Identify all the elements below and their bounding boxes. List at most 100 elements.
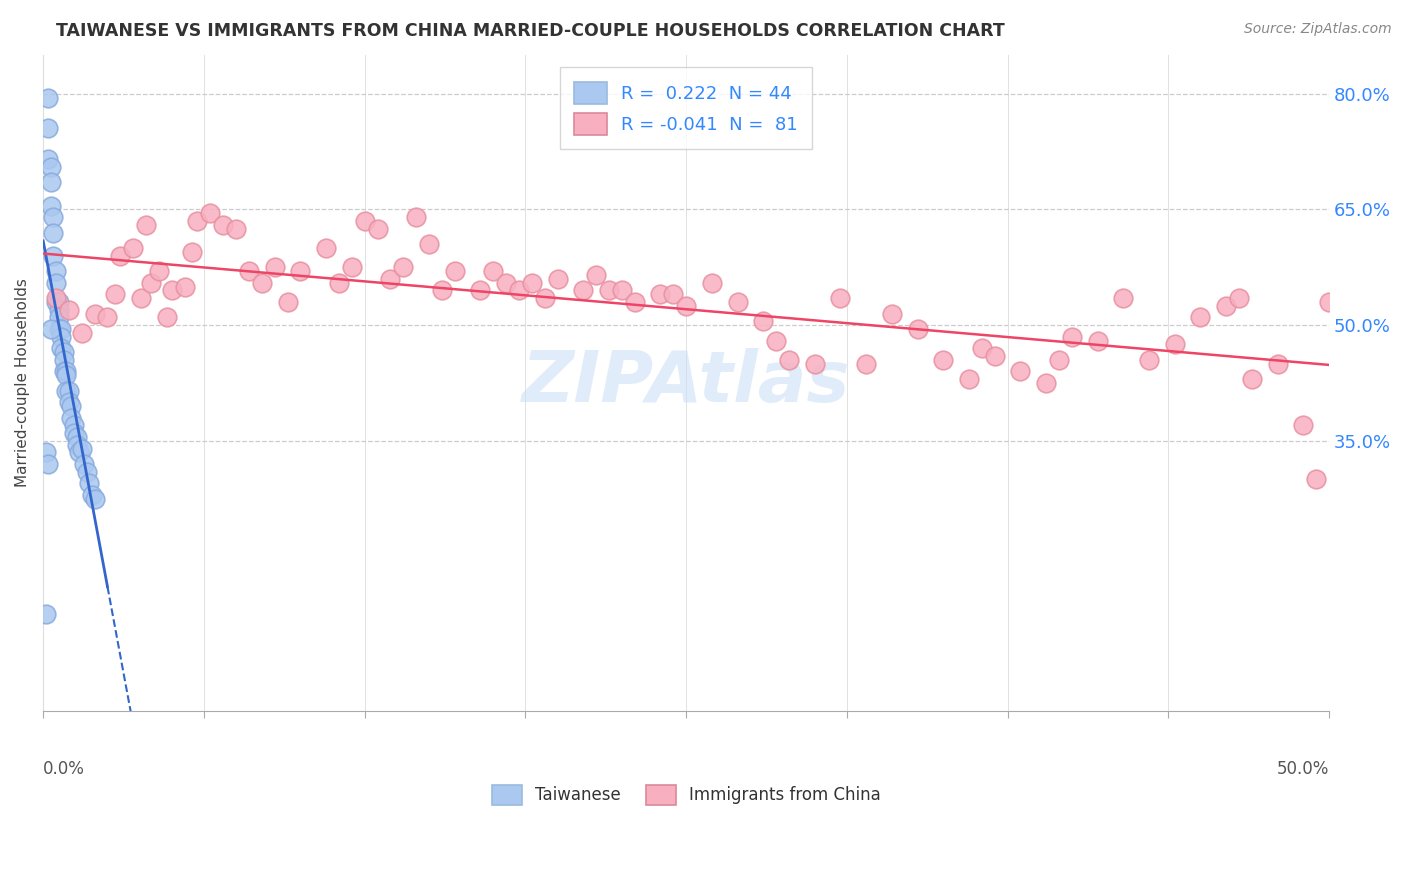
- Point: [37, 153, 59, 167]
- Point: [482, 264, 505, 278]
- Point: [1087, 334, 1109, 348]
- Point: [907, 322, 929, 336]
- Point: [1010, 364, 1032, 378]
- Point: [662, 287, 685, 301]
- Point: [83, 491, 105, 506]
- Point: [880, 306, 903, 320]
- Point: [290, 264, 312, 278]
- Point: [1305, 472, 1327, 486]
- Point: [1227, 291, 1250, 305]
- Point: [42, 226, 65, 240]
- Point: [55, 368, 77, 383]
- Point: [35, 445, 58, 459]
- Text: ZIPAtlas: ZIPAtlas: [522, 349, 851, 417]
- Point: [200, 206, 222, 220]
- Point: [52, 364, 75, 378]
- Point: [55, 384, 77, 398]
- Point: [752, 314, 775, 328]
- Text: TAIWANESE VS IMMIGRANTS FROM CHINA MARRIED-COUPLE HOUSEHOLDS CORRELATION CHART: TAIWANESE VS IMMIGRANTS FROM CHINA MARRI…: [56, 22, 1005, 40]
- Point: [55, 364, 77, 378]
- Point: [1267, 357, 1289, 371]
- Point: [328, 276, 350, 290]
- Point: [765, 334, 787, 348]
- Point: [110, 249, 132, 263]
- Point: [45, 264, 67, 278]
- Point: [186, 214, 208, 228]
- Point: [1189, 310, 1212, 325]
- Text: Source: ZipAtlas.com: Source: ZipAtlas.com: [1244, 22, 1392, 37]
- Point: [957, 372, 980, 386]
- Point: [470, 284, 492, 298]
- Point: [51, 329, 73, 343]
- Point: [263, 260, 285, 275]
- Point: [52, 345, 75, 359]
- Point: [727, 295, 749, 310]
- Point: [225, 221, 247, 235]
- Text: 0.0%: 0.0%: [44, 760, 86, 778]
- Point: [39, 175, 62, 189]
- Point: [135, 218, 157, 232]
- Point: [650, 287, 672, 301]
- Point: [45, 295, 67, 310]
- Point: [520, 276, 543, 290]
- Point: [340, 260, 363, 275]
- Point: [37, 457, 59, 471]
- Point: [778, 352, 800, 367]
- Point: [315, 241, 337, 255]
- Point: [1240, 372, 1263, 386]
- Point: [932, 352, 955, 367]
- Point: [238, 264, 260, 278]
- Text: 50.0%: 50.0%: [1277, 760, 1329, 778]
- Point: [803, 357, 825, 371]
- Point: [104, 287, 127, 301]
- Point: [48, 322, 70, 336]
- Point: [830, 291, 852, 305]
- Point: [148, 264, 170, 278]
- Point: [39, 198, 62, 212]
- Point: [70, 442, 93, 456]
- Point: [51, 341, 73, 355]
- Point: [508, 284, 530, 298]
- Point: [392, 260, 415, 275]
- Point: [250, 276, 273, 290]
- Point: [366, 221, 388, 235]
- Point: [129, 291, 152, 305]
- Point: [42, 249, 65, 263]
- Point: [65, 430, 87, 444]
- Point: [48, 302, 70, 317]
- Point: [45, 276, 67, 290]
- Point: [1317, 295, 1340, 310]
- Point: [547, 272, 569, 286]
- Point: [418, 237, 440, 252]
- Point: [70, 326, 93, 340]
- Y-axis label: Married-couple Households: Married-couple Households: [15, 278, 30, 487]
- Point: [572, 284, 595, 298]
- Point: [79, 476, 101, 491]
- Point: [63, 426, 86, 441]
- Point: [353, 214, 375, 228]
- Point: [58, 302, 80, 317]
- Point: [39, 160, 62, 174]
- Point: [610, 284, 633, 298]
- Point: [1035, 376, 1057, 390]
- Point: [983, 349, 1005, 363]
- Point: [1112, 291, 1135, 305]
- Point: [67, 445, 90, 459]
- Point: [700, 276, 723, 290]
- Point: [65, 437, 87, 451]
- Point: [430, 284, 453, 298]
- Point: [173, 279, 195, 293]
- Point: [96, 310, 118, 325]
- Point: [76, 465, 98, 479]
- Point: [160, 284, 183, 298]
- Point: [80, 488, 103, 502]
- Point: [58, 395, 80, 409]
- Point: [380, 272, 402, 286]
- Legend: Taiwanese, Immigrants from China: Taiwanese, Immigrants from China: [485, 778, 887, 812]
- Point: [37, 121, 59, 136]
- Point: [141, 276, 163, 290]
- Point: [37, 90, 59, 104]
- Point: [1060, 329, 1083, 343]
- Point: [42, 210, 65, 224]
- Point: [495, 276, 517, 290]
